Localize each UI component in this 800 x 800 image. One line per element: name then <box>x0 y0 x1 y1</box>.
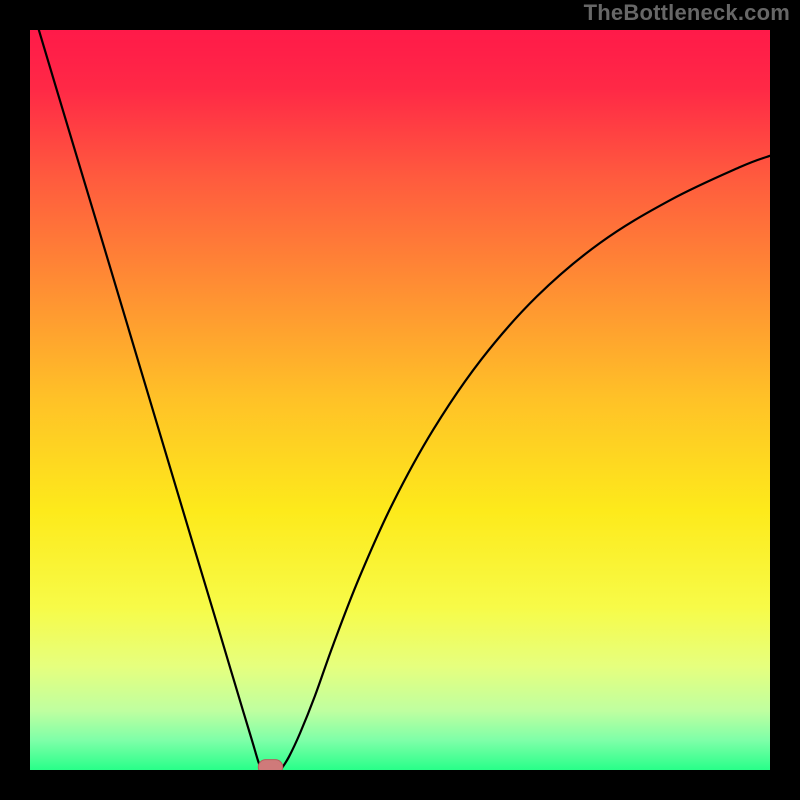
minimum-marker <box>258 760 282 770</box>
gradient-background <box>30 30 770 770</box>
stage: TheBottleneck.com <box>0 0 800 800</box>
plot-svg <box>30 30 770 770</box>
plot-area <box>30 30 770 770</box>
watermark-text: TheBottleneck.com <box>584 0 790 26</box>
